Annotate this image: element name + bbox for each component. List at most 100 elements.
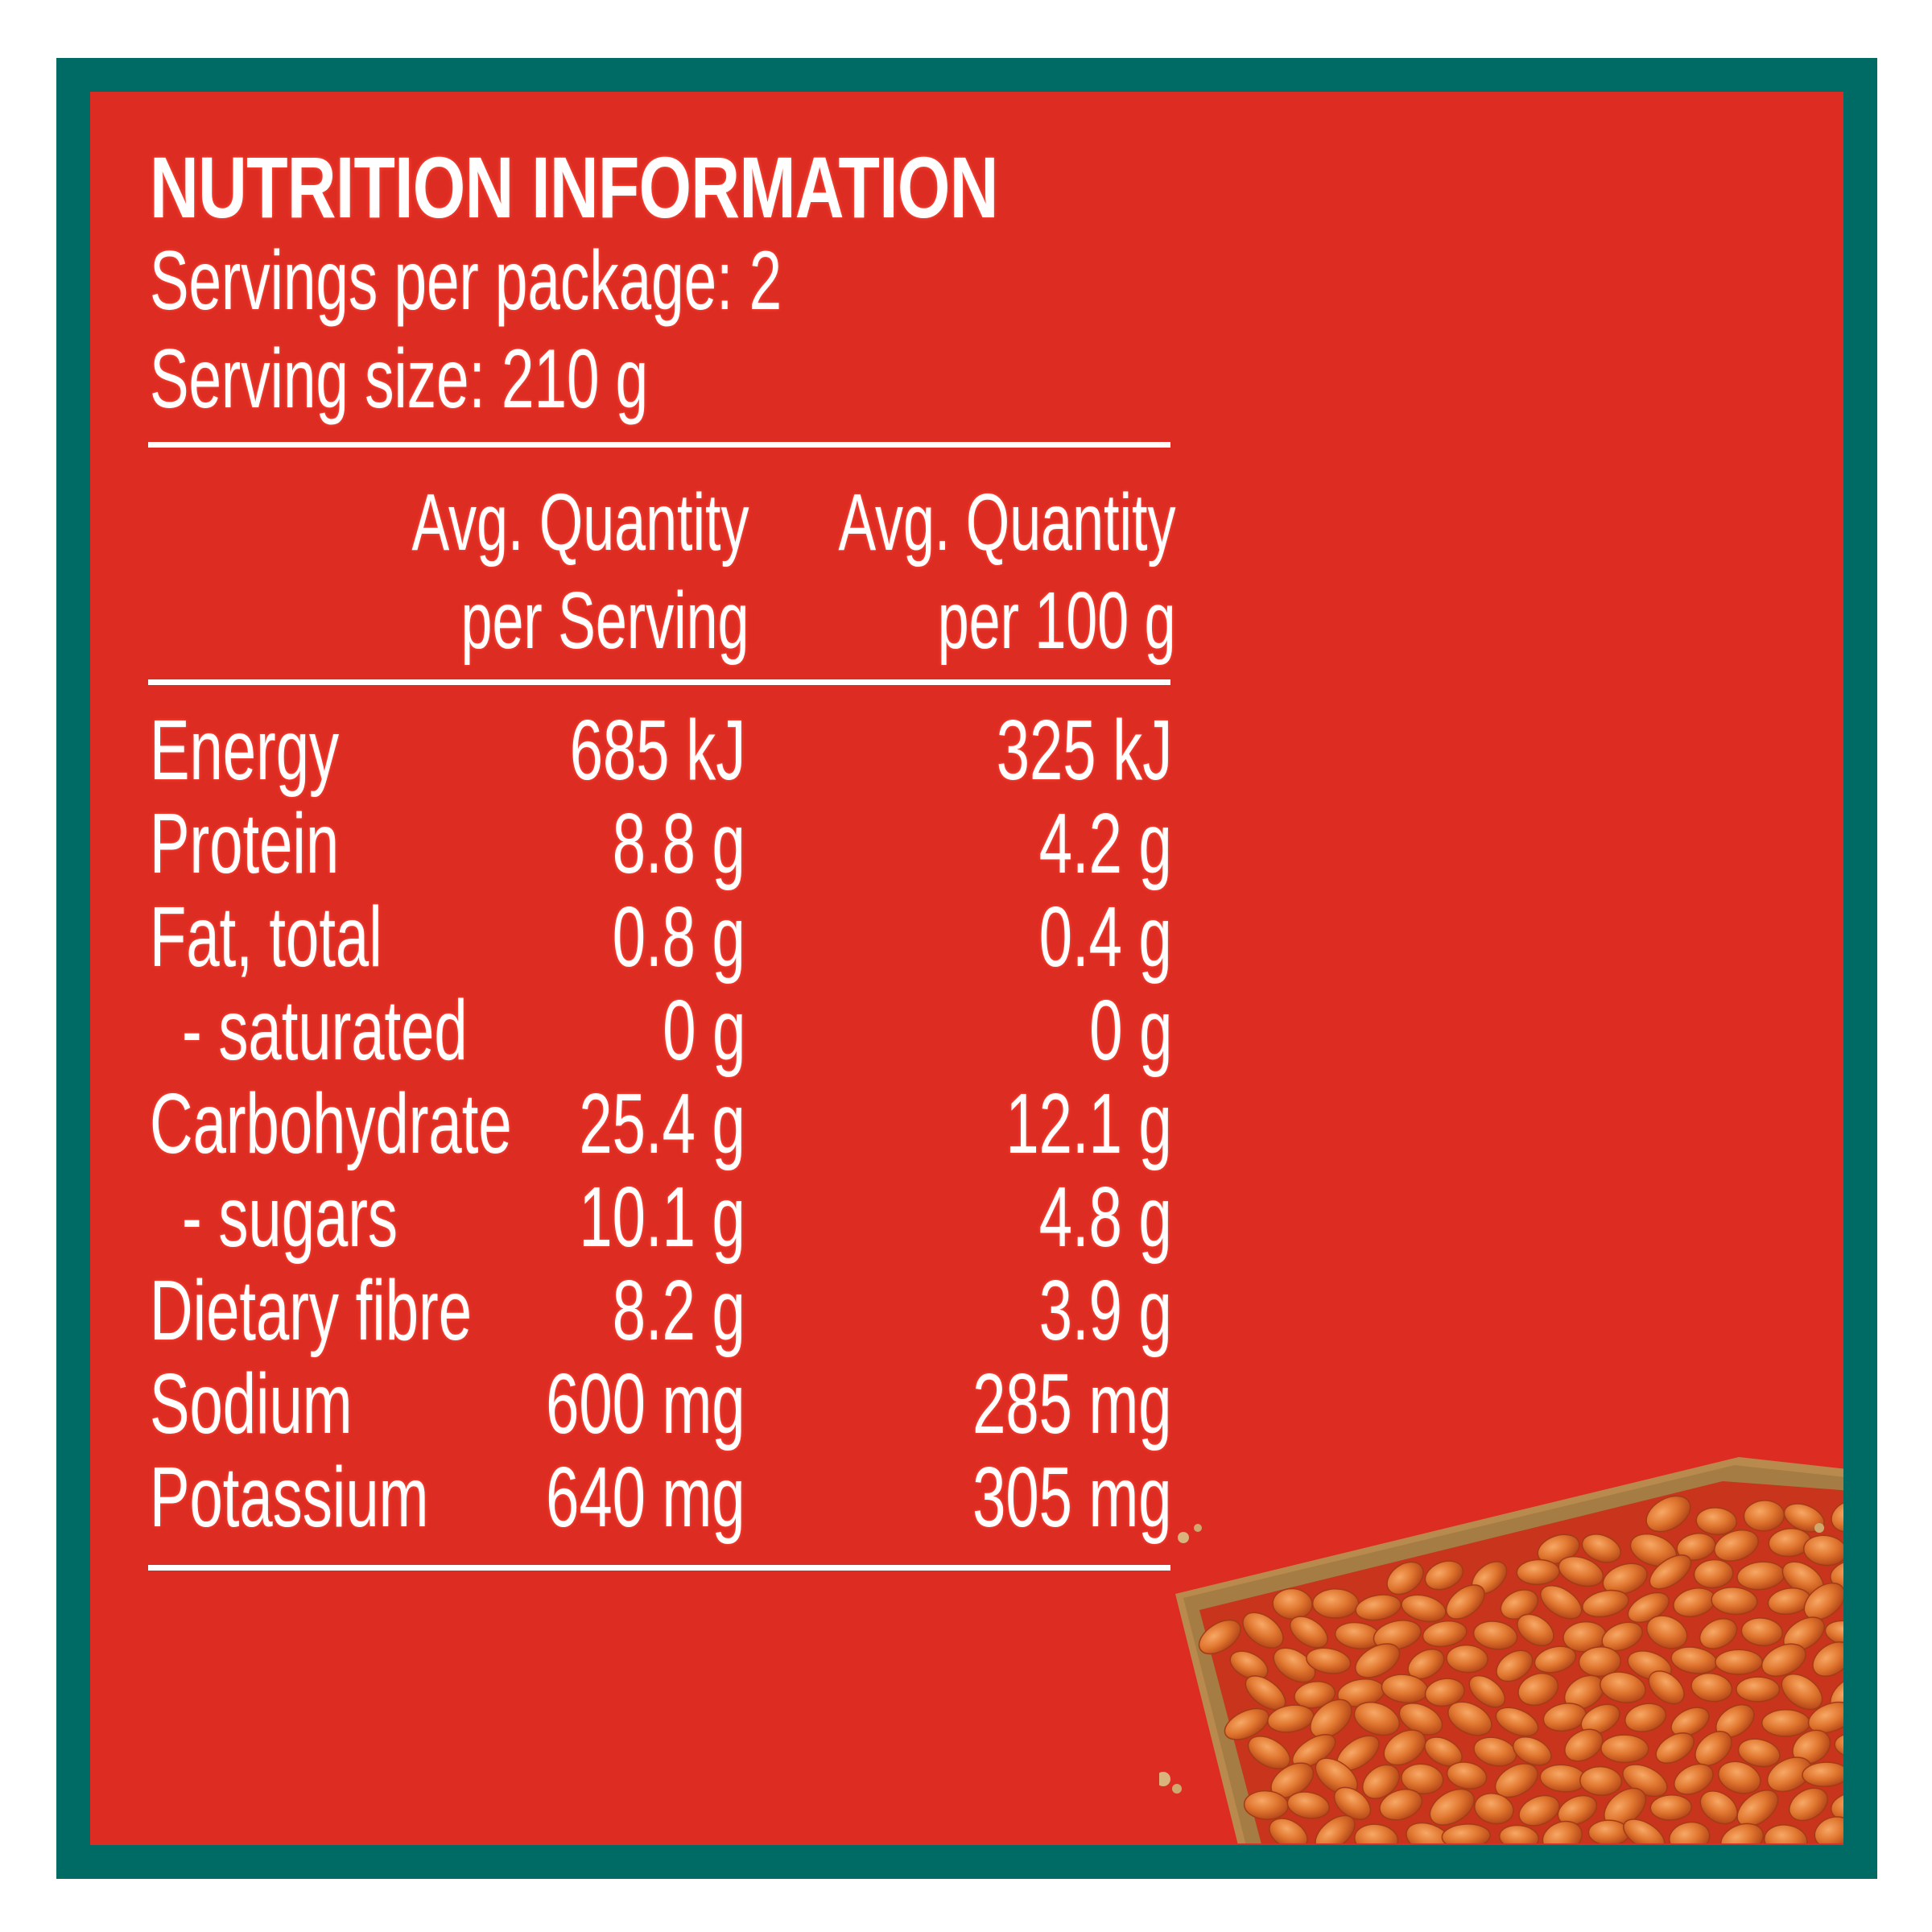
- bean-shape: [1424, 1736, 1463, 1767]
- bean-shape: [1362, 1764, 1400, 1800]
- bean-shape: [1446, 1644, 1488, 1674]
- bean-shape: [1580, 1703, 1620, 1735]
- bean-shape: [1845, 1872, 1884, 1884]
- bean-shape: [1494, 1763, 1538, 1798]
- value-per-serving: 640 mg: [546, 1450, 745, 1545]
- bean-shape: [1624, 1703, 1667, 1732]
- bean-shape: [1379, 1789, 1423, 1821]
- bean-shape: [1814, 1816, 1843, 1843]
- bean-shape: [1852, 1699, 1884, 1735]
- bean-shape: [1290, 1839, 1344, 1884]
- bean-shape: [1645, 1495, 1691, 1533]
- bean-shape: [1834, 1732, 1843, 1760]
- divider-middle: [148, 679, 1170, 685]
- bean-shape: [1830, 1559, 1843, 1591]
- bean-shape: [1407, 1648, 1445, 1680]
- nutrient-name: Carbohydrate: [150, 1076, 512, 1171]
- nutrient-name: Fat, total: [150, 890, 382, 985]
- bean-shape: [1517, 1672, 1559, 1707]
- bean-shape: [1761, 1643, 1806, 1677]
- bean-shape: [1699, 1790, 1738, 1825]
- bean-shape: [1406, 1822, 1452, 1843]
- column-header-per-serving: Avg. Quantity per Serving: [411, 473, 749, 670]
- bean-shape: [1198, 1619, 1241, 1655]
- bean-shape: [1229, 1650, 1269, 1680]
- bean-shape: [1422, 1620, 1468, 1648]
- bean-shape: [1581, 1534, 1621, 1563]
- bean-shape: [1579, 1765, 1623, 1796]
- nutrient-name: Energy: [150, 703, 340, 798]
- bean-shape: [1695, 1731, 1732, 1766]
- bean-shape: [1553, 1840, 1604, 1882]
- bean-shape: [1670, 1707, 1710, 1737]
- bean-shape: [1870, 1673, 1884, 1707]
- bean-shape: [1512, 1736, 1552, 1766]
- beans-on-toast-icon: [1156, 1425, 1884, 1884]
- bean-shape: [1538, 1872, 1589, 1884]
- nutrient-name: Dietary fibre: [150, 1263, 472, 1358]
- bean-shape: [1534, 1645, 1577, 1674]
- bean-shape: [1655, 1732, 1695, 1765]
- bean-shape: [1269, 1818, 1308, 1843]
- value-per-100g: 12.1 g: [1005, 1076, 1172, 1171]
- bean-shape: [1852, 1641, 1884, 1679]
- nutrient-name: Protein: [150, 796, 340, 891]
- bean-shape: [1355, 1594, 1402, 1621]
- servings-per-package: Servings per package: 2: [150, 234, 782, 328]
- bean-shape: [1224, 1707, 1269, 1740]
- table-row: - sugars 10.1 g 4.8 g: [0, 1169, 1932, 1265]
- bean-shape: [1802, 1761, 1843, 1788]
- bean-shape: [1310, 1699, 1352, 1739]
- bean-shape: [1333, 1786, 1372, 1820]
- bean-shape: [1761, 1709, 1810, 1737]
- bean-shape: [1831, 1842, 1880, 1883]
- bean-shape: [1472, 1620, 1518, 1650]
- bean-shape: [1540, 1584, 1583, 1620]
- bean-shape: [1445, 1877, 1493, 1884]
- bean-shape: [1542, 1820, 1583, 1843]
- bean-shape: [1498, 1824, 1540, 1843]
- table-row: Sodium 600 mg 285 mg: [0, 1356, 1932, 1451]
- nutrient-name: Potassium: [150, 1450, 429, 1545]
- bean-shape: [1807, 1701, 1843, 1734]
- bean-shape: [1764, 1824, 1808, 1843]
- value-per-serving: 8.2 g: [612, 1263, 745, 1358]
- table-row: Carbohydrate 25.4 g 12.1 g: [0, 1075, 1932, 1171]
- bean-shape: [1645, 1615, 1688, 1649]
- bean-shape: [1405, 1872, 1451, 1884]
- bean-shape: [1812, 1641, 1843, 1678]
- bean-shape: [1373, 1620, 1422, 1651]
- bean-shape: [1652, 1848, 1702, 1884]
- bean-shape: [1474, 1793, 1514, 1825]
- bean-shape: [1824, 1620, 1843, 1647]
- bean-shape: [1649, 1554, 1692, 1590]
- bean-shape: [1445, 1584, 1485, 1620]
- bean-shape: [1766, 1757, 1813, 1793]
- bean-shape: [1401, 1594, 1447, 1623]
- divider-top: [148, 442, 1170, 448]
- bean-shape: [1600, 1671, 1646, 1703]
- table-row: Protein 8.8 g 4.2 g: [0, 795, 1932, 891]
- table-row: Potassium 640 mg 305 mg: [0, 1449, 1932, 1545]
- nutrient-name: Sodium: [150, 1356, 353, 1451]
- bean-shape: [1736, 1790, 1779, 1827]
- bean-shape: [1420, 1842, 1476, 1884]
- nutrient-name: - saturated: [182, 983, 468, 1078]
- column-header-line: per Serving: [460, 576, 749, 666]
- bean-shape: [1864, 1780, 1884, 1827]
- value-per-serving: 25.4 g: [579, 1076, 745, 1171]
- bean-shape: [1674, 1873, 1725, 1884]
- bean-shape: [1582, 1589, 1629, 1618]
- bean-shape: [1740, 1617, 1783, 1647]
- bean-shape: [1855, 1814, 1884, 1852]
- bean-shape: [1354, 1823, 1399, 1843]
- bean-shape: [1441, 1823, 1491, 1843]
- bean-shape: [1315, 1814, 1356, 1843]
- bean-shape: [1880, 1501, 1884, 1534]
- value-per-serving: 8.8 g: [612, 796, 745, 891]
- bean-shape: [1383, 1729, 1426, 1766]
- bean-shape: [1831, 1500, 1843, 1533]
- bean-shape: [1564, 1728, 1604, 1762]
- bean-shape: [1873, 1560, 1884, 1593]
- bean-shape: [1852, 1583, 1884, 1621]
